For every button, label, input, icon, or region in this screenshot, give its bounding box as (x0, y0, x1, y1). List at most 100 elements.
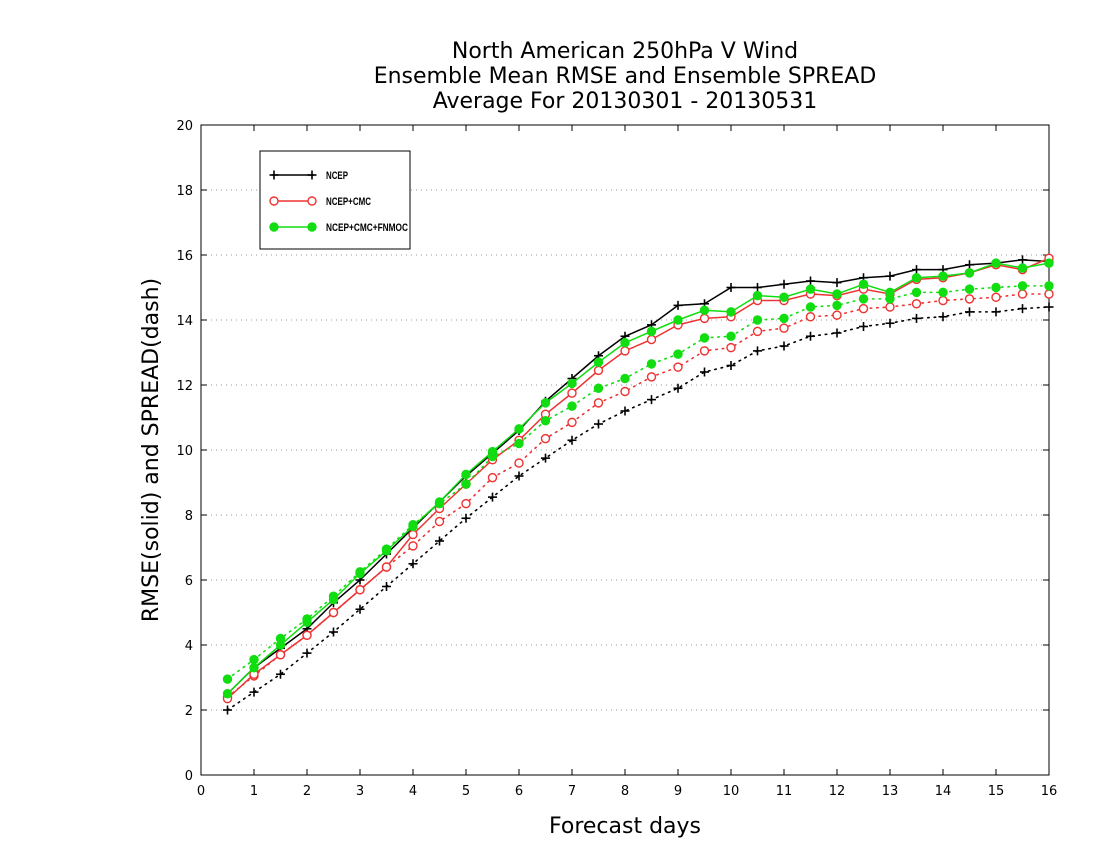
ncep-cmc-fnmoc-rmse-line (226, 262, 1050, 695)
ncep-cmc-fnmoc-rmse-point (726, 307, 736, 317)
ncep-cmc-rmse-line (226, 257, 1050, 700)
ncep-cmc-rmse-point (275, 650, 286, 660)
ncep-cmc-fnmoc-rmse-point (328, 594, 339, 605)
ncep-rmse-line (226, 259, 1050, 695)
ncep-cmc-fnmoc-rmse-point (964, 268, 975, 278)
ncep-spread-point (965, 307, 974, 317)
ncep-cmc-spread-point (514, 458, 524, 468)
y-tick-label: 6 (185, 574, 193, 589)
y-tick-label: 16 (176, 249, 193, 264)
ncep-cmc-fnmoc-spread-point (514, 438, 524, 449)
legend-marker (269, 222, 279, 232)
ncep-cmc-spread-point (779, 323, 789, 333)
ncep-cmc-fnmoc-spread-point (726, 331, 736, 341)
ncep-spread-line (226, 306, 1050, 711)
y-tick-label: 4 (185, 639, 193, 654)
ncep-cmc-spread-point (461, 498, 471, 509)
ncep-cmc-fnmoc-rmse-point (275, 640, 286, 650)
ncep-cmc-spread-point (699, 346, 710, 356)
ncep-cmc-spread-point (991, 292, 1001, 302)
ncep-spread-point (276, 669, 285, 679)
ncep-spread-point (859, 322, 868, 331)
ncep-cmc-fnmoc-rmse-point (355, 568, 365, 579)
ncep-cmc-spread-point (1044, 289, 1054, 299)
ncep-cmc-fnmoc-rmse-point (805, 284, 816, 294)
ncep-cmc-fnmoc-rmse-point (991, 258, 1001, 268)
ncep-cmc-fnmoc-rmse-point (938, 271, 948, 281)
ncep-cmc-spread-point (540, 433, 551, 444)
y-axis-label: RMSE(solid) and SPREAD(dash) (139, 278, 164, 622)
ncep-cmc-spread-point (858, 303, 869, 314)
ncep-cmc-spread-point (911, 299, 922, 309)
ncep-cmc-fnmoc-rmse-point (699, 305, 710, 315)
ncep-spread-point (382, 582, 391, 591)
x-tick-label: 7 (568, 784, 576, 799)
ncep-cmc-rmse-point (355, 585, 365, 595)
x-tick-label: 8 (621, 784, 629, 799)
data-series (222, 253, 1054, 715)
ncep-rmse-point (673, 300, 683, 310)
title-line: Ensemble Mean RMSE and Ensemble SPREAD (374, 64, 877, 89)
ncep-cmc-fnmoc-rmse-point (249, 663, 259, 673)
ncep-cmc-fnmoc-spread-point (779, 313, 789, 324)
x-tick-label: 5 (462, 784, 470, 799)
x-tick-label: 14 (935, 784, 952, 799)
legend-box (259, 150, 411, 250)
x-tick-label: 4 (409, 784, 417, 799)
x-axis-label: Forecast days (549, 814, 701, 839)
ncep-cmc-fnmoc-rmse-point (1017, 263, 1028, 273)
ncep-rmse-point (885, 271, 895, 281)
legend-marker (269, 196, 279, 206)
ncep-cmc-fnmoc-spread-point (805, 302, 816, 312)
ncep-cmc-fnmoc-rmse-point (885, 287, 895, 298)
ncep-cmc-spread-point (885, 302, 895, 312)
x-tick-label: 9 (674, 784, 682, 799)
ncep-spread-point (435, 536, 444, 546)
y-tick-label: 10 (176, 444, 193, 459)
x-tick-label: 10 (723, 784, 740, 799)
ncep-spread-point (620, 406, 630, 416)
x-tick-label: 3 (356, 784, 364, 799)
ncep-rmse-point (779, 279, 789, 289)
ncep-cmc-spread-point (408, 541, 418, 551)
x-tick-label: 6 (515, 784, 523, 799)
ncep-cmc-spread-point (964, 294, 975, 304)
ncep-rmse-point (912, 265, 921, 275)
ncep-cmc-spread-point (487, 472, 498, 483)
ncep-spread-point (991, 307, 1001, 317)
ncep-spread-point (938, 312, 948, 322)
ncep-cmc-spread-point (593, 398, 604, 408)
legend-marker (307, 222, 317, 232)
ncep-cmc-rmse-point (381, 562, 392, 572)
y-tick-label: 12 (176, 379, 193, 394)
ncep-cmc-fnmoc-rmse-point (567, 378, 577, 389)
ncep-cmc-fnmoc-spread-point (991, 282, 1001, 293)
ncep-spread-point (1044, 302, 1054, 312)
ncep-cmc-fnmoc-spread-point (620, 373, 630, 384)
ncep-cmc-fnmoc-spread-point (222, 674, 233, 684)
ncep-cmc-fnmoc-rmse-point (1044, 258, 1054, 268)
ncep-cmc-fnmoc-rmse-point (646, 326, 657, 337)
ncep-spread-point (408, 559, 418, 569)
ncep-spread-point (885, 318, 895, 328)
ncep-spread-point (1018, 304, 1027, 314)
ncep-spread-point (700, 367, 709, 377)
ncep-cmc-spread-point (1017, 289, 1028, 299)
ncep-cmc-fnmoc-spread-point (593, 383, 604, 393)
ncep-rmse-point (806, 276, 815, 286)
legend-marker (269, 170, 279, 180)
ncep-cmc-fnmoc-spread-point (673, 349, 683, 359)
ncep-cmc-fnmoc-rmse-point (487, 446, 498, 457)
legend-label: NCEP+CMC (326, 196, 371, 208)
ncep-rmse-point (726, 283, 736, 292)
ncep-cmc-rmse-point (646, 334, 657, 345)
x-tick-label: 15 (988, 784, 1005, 799)
ncep-rmse-point (965, 260, 974, 270)
ncep-cmc-fnmoc-rmse-point (514, 424, 524, 434)
ncep-cmc-fnmoc-spread-point (964, 284, 975, 294)
ncep-cmc-fnmoc-spread-point (1017, 281, 1028, 291)
ncep-cmc-spread-point (752, 326, 763, 337)
ncep-spread-point (355, 604, 365, 614)
ncep-cmc-fnmoc-rmse-point (381, 546, 392, 556)
